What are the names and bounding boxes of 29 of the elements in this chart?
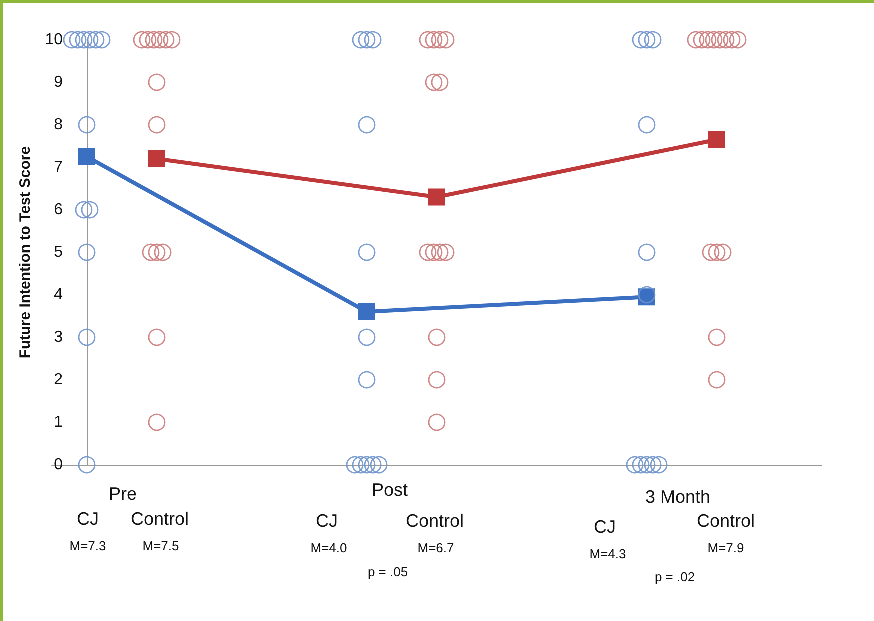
y-tick-label: 7 (54, 159, 64, 176)
text: 3 Month (645, 487, 711, 507)
text: p = .02 (654, 570, 696, 584)
y-tick-label: 5 (54, 244, 64, 261)
text: M=7.5 (142, 538, 180, 554)
text: M=7.9 (708, 540, 744, 556)
y-tick-label: 4 (54, 286, 64, 304)
text: M=7.3 (70, 538, 106, 554)
text: Control (696, 511, 756, 531)
text: M=4.0 (310, 540, 348, 556)
text: M=4.3 (590, 546, 626, 562)
text: CJ (594, 517, 616, 537)
y-tick-label: 8 (54, 116, 64, 134)
y-tick-label: 2 (54, 372, 64, 388)
text: Pre (108, 484, 138, 504)
text: CJ (316, 511, 338, 531)
text: Control (130, 509, 190, 529)
text: p = .05 (368, 564, 408, 580)
y-tick-label: 9 (54, 74, 64, 91)
y-tick-label: 10 (45, 32, 64, 48)
y-tick-label: 1 (54, 414, 64, 431)
y-tick-label: 3 (54, 329, 64, 346)
y-tick-label: 6 (54, 202, 64, 218)
y-tick-label: 0 (54, 456, 64, 474)
text: Post (372, 480, 408, 500)
y-axis-title: Future Intention to Test Score (17, 146, 34, 359)
text: CJ (77, 509, 99, 529)
text: Control (406, 511, 464, 531)
text: M=6.7 (418, 540, 454, 556)
